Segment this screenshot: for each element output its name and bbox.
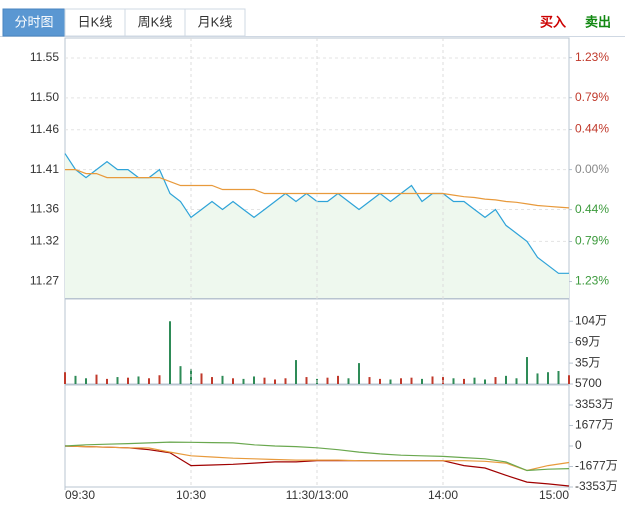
volume-bar <box>211 377 213 384</box>
volume-bar <box>368 377 371 384</box>
volume-bar <box>263 377 266 384</box>
buy-button[interactable]: 买入 <box>540 14 566 29</box>
volume-bar <box>106 378 108 384</box>
volume-bar <box>127 377 129 384</box>
y-tick-label: 104万 <box>575 313 607 327</box>
y-tick-label: 11.36 <box>30 202 59 216</box>
y-tick-label: 11.50 <box>30 90 59 104</box>
volume-bar <box>232 378 234 384</box>
sell-button[interactable]: 卖出 <box>585 14 611 29</box>
y-tick-label: 5700 <box>575 376 602 390</box>
volume-bar <box>326 377 329 384</box>
volume-bar <box>284 378 287 384</box>
y-tick-label: 11.55 <box>30 50 59 64</box>
y-tick-label: 3353万 <box>575 397 614 411</box>
volume-bar <box>379 378 381 384</box>
y2-tick-label: 0.44% <box>575 202 609 216</box>
y-tick-label: 11.27 <box>30 273 59 287</box>
volume-bar <box>74 375 77 384</box>
volume-bar <box>242 378 245 384</box>
volume-bar <box>484 379 486 384</box>
volume-bar <box>421 378 423 384</box>
volume-bar <box>95 374 98 384</box>
volume-bar <box>221 375 224 384</box>
panel-frame <box>64 384 570 488</box>
tab[interactable]: 周K线 <box>138 14 173 29</box>
volume-bar <box>158 375 161 384</box>
volume-bar <box>452 378 455 384</box>
volume-bar <box>431 376 434 384</box>
volume-bar <box>137 376 140 384</box>
volume-bar <box>536 373 539 384</box>
y-tick-label: -1677万 <box>575 459 618 473</box>
tab[interactable]: 日K线 <box>78 14 113 29</box>
volume-bar <box>274 379 276 384</box>
y2-tick-label: 1.23% <box>575 274 609 288</box>
line <box>64 445 570 472</box>
y-tick-label: 0 <box>575 438 582 452</box>
y2-tick-label: 0.79% <box>575 234 609 248</box>
y2-tick-label: 0.44% <box>575 122 609 136</box>
x-tick-label: 14:00 <box>428 488 458 502</box>
line <box>64 441 570 472</box>
y-tick-label: 11.41 <box>30 162 59 176</box>
volume-bar <box>305 377 308 384</box>
volume-bar <box>64 372 66 384</box>
y2-tick-label: 0.00% <box>575 162 609 176</box>
volume-bar <box>253 376 255 384</box>
y-tick-label: 11.46 <box>30 122 59 136</box>
volume-bar <box>473 377 476 384</box>
y-tick-label: 1677万 <box>575 418 614 432</box>
volume-bar <box>547 372 549 384</box>
tab-bg <box>124 8 186 37</box>
volume-bar <box>515 378 518 384</box>
volume-bar <box>358 363 360 384</box>
x-tick-label: 11:30/13:00 <box>286 488 349 502</box>
y-tick-label: -3353万 <box>575 479 618 493</box>
volume-bar <box>169 321 171 384</box>
volume-bar <box>526 357 528 384</box>
volume-bar <box>116 377 119 384</box>
tab[interactable]: 分时图 <box>14 14 53 29</box>
volume-bar <box>410 377 413 384</box>
y2-tick-label: 0.79% <box>575 90 609 104</box>
volume-bar <box>337 375 339 384</box>
x-tick-label: 15:00 <box>539 488 569 502</box>
tab[interactable]: 月K线 <box>198 14 233 29</box>
y-tick-label: 11.32 <box>30 234 59 248</box>
y-tick-label: 35万 <box>575 355 600 369</box>
volume-bar <box>200 373 203 384</box>
tab-bg <box>64 8 126 37</box>
volume-bar <box>505 375 507 384</box>
volume-bar <box>568 375 570 384</box>
volume-bar <box>295 360 297 384</box>
tab-bg <box>184 8 246 37</box>
volume-bar <box>389 379 392 384</box>
line <box>65 169 570 209</box>
x-tick-label: 09:30 <box>65 488 95 502</box>
volume-bar <box>557 371 560 384</box>
volume-bar <box>347 378 350 384</box>
volume-bar <box>85 378 87 384</box>
volume-bar <box>463 378 465 384</box>
volume-bar <box>400 378 402 384</box>
volume-bar <box>148 378 150 384</box>
x-tick-label: 10:30 <box>176 488 206 502</box>
volume-bar <box>494 377 497 384</box>
panel-frame <box>64 298 570 385</box>
y2-tick-label: 1.23% <box>575 50 609 64</box>
y-tick-label: 69万 <box>575 335 600 349</box>
volume-bar <box>179 366 182 384</box>
